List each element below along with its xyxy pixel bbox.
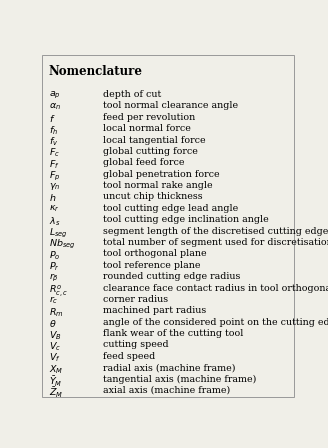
Text: $\theta$: $\theta$ xyxy=(49,318,56,329)
Text: tool cutting edge inclination angle: tool cutting edge inclination angle xyxy=(103,215,269,224)
Text: uncut chip thickness: uncut chip thickness xyxy=(103,193,203,202)
Text: local normal force: local normal force xyxy=(103,124,191,133)
Text: $F_f$: $F_f$ xyxy=(49,158,59,171)
Text: tool orthogonal plane: tool orthogonal plane xyxy=(103,250,207,258)
Text: $\lambda_s$: $\lambda_s$ xyxy=(49,215,60,228)
Text: radial axis (machine frame): radial axis (machine frame) xyxy=(103,363,236,372)
Text: $P_o$: $P_o$ xyxy=(49,250,60,262)
Text: segment length of the discretised cutting edge: segment length of the discretised cuttin… xyxy=(103,227,328,236)
Text: $r_{\beta}$: $r_{\beta}$ xyxy=(49,272,59,284)
Text: tool cutting edge lead angle: tool cutting edge lead angle xyxy=(103,204,238,213)
Text: $V_B$: $V_B$ xyxy=(49,329,61,341)
Text: $F_c$: $F_c$ xyxy=(49,147,60,159)
Text: $\bar{Y}_M$: $\bar{Y}_M$ xyxy=(49,375,62,389)
Text: $f_h$: $f_h$ xyxy=(49,124,58,137)
Text: machined part radius: machined part radius xyxy=(103,306,207,315)
Text: tool reference plane: tool reference plane xyxy=(103,261,201,270)
Text: $r_c$: $r_c$ xyxy=(49,295,58,306)
Text: $Nb_{seg}$: $Nb_{seg}$ xyxy=(49,238,75,251)
Text: tool normal clearance angle: tool normal clearance angle xyxy=(103,101,238,110)
FancyBboxPatch shape xyxy=(42,56,294,397)
Text: local tangential force: local tangential force xyxy=(103,135,206,145)
Text: rounded cutting edge radius: rounded cutting edge radius xyxy=(103,272,241,281)
Text: clearance face contact radius in tool orthogonal plane: clearance face contact radius in tool or… xyxy=(103,284,328,293)
Text: $f$: $f$ xyxy=(49,113,55,124)
Text: corner radius: corner radius xyxy=(103,295,168,304)
Text: cutting speed: cutting speed xyxy=(103,340,169,349)
Text: global cutting force: global cutting force xyxy=(103,147,198,156)
Text: global penetration force: global penetration force xyxy=(103,170,220,179)
Text: angle of the considered point on the cutting edge: angle of the considered point on the cut… xyxy=(103,318,328,327)
Text: total number of segment used for discretisation: total number of segment used for discret… xyxy=(103,238,328,247)
Text: $R_m$: $R_m$ xyxy=(49,306,63,319)
Text: $L_{seg}$: $L_{seg}$ xyxy=(49,227,68,240)
Text: $F_p$: $F_p$ xyxy=(49,170,60,183)
Text: feed speed: feed speed xyxy=(103,352,155,361)
Text: $V_f$: $V_f$ xyxy=(49,352,60,364)
Text: $P_r$: $P_r$ xyxy=(49,261,59,273)
Text: $\gamma_n$: $\gamma_n$ xyxy=(49,181,60,192)
Text: axial axis (machine frame): axial axis (machine frame) xyxy=(103,386,231,395)
Text: tangential axis (machine frame): tangential axis (machine frame) xyxy=(103,375,256,383)
Text: $f_v$: $f_v$ xyxy=(49,135,58,148)
Text: $\bar{Z}_M$: $\bar{Z}_M$ xyxy=(49,386,63,401)
Text: flank wear of the cutting tool: flank wear of the cutting tool xyxy=(103,329,244,338)
Text: global feed force: global feed force xyxy=(103,158,185,167)
Text: $\alpha_n$: $\alpha_n$ xyxy=(49,101,61,112)
Text: tool normal rake angle: tool normal rake angle xyxy=(103,181,213,190)
Text: $R^o_{c,c}$: $R^o_{c,c}$ xyxy=(49,284,68,299)
Text: $\kappa_r$: $\kappa_r$ xyxy=(49,204,59,214)
Text: $V_c$: $V_c$ xyxy=(49,340,61,353)
Text: $h$: $h$ xyxy=(49,193,56,203)
Text: Nomenclature: Nomenclature xyxy=(49,65,143,78)
Text: $a_p$: $a_p$ xyxy=(49,90,60,101)
Text: $X_M$: $X_M$ xyxy=(49,363,63,376)
Text: depth of cut: depth of cut xyxy=(103,90,161,99)
Text: feed per revolution: feed per revolution xyxy=(103,113,195,122)
